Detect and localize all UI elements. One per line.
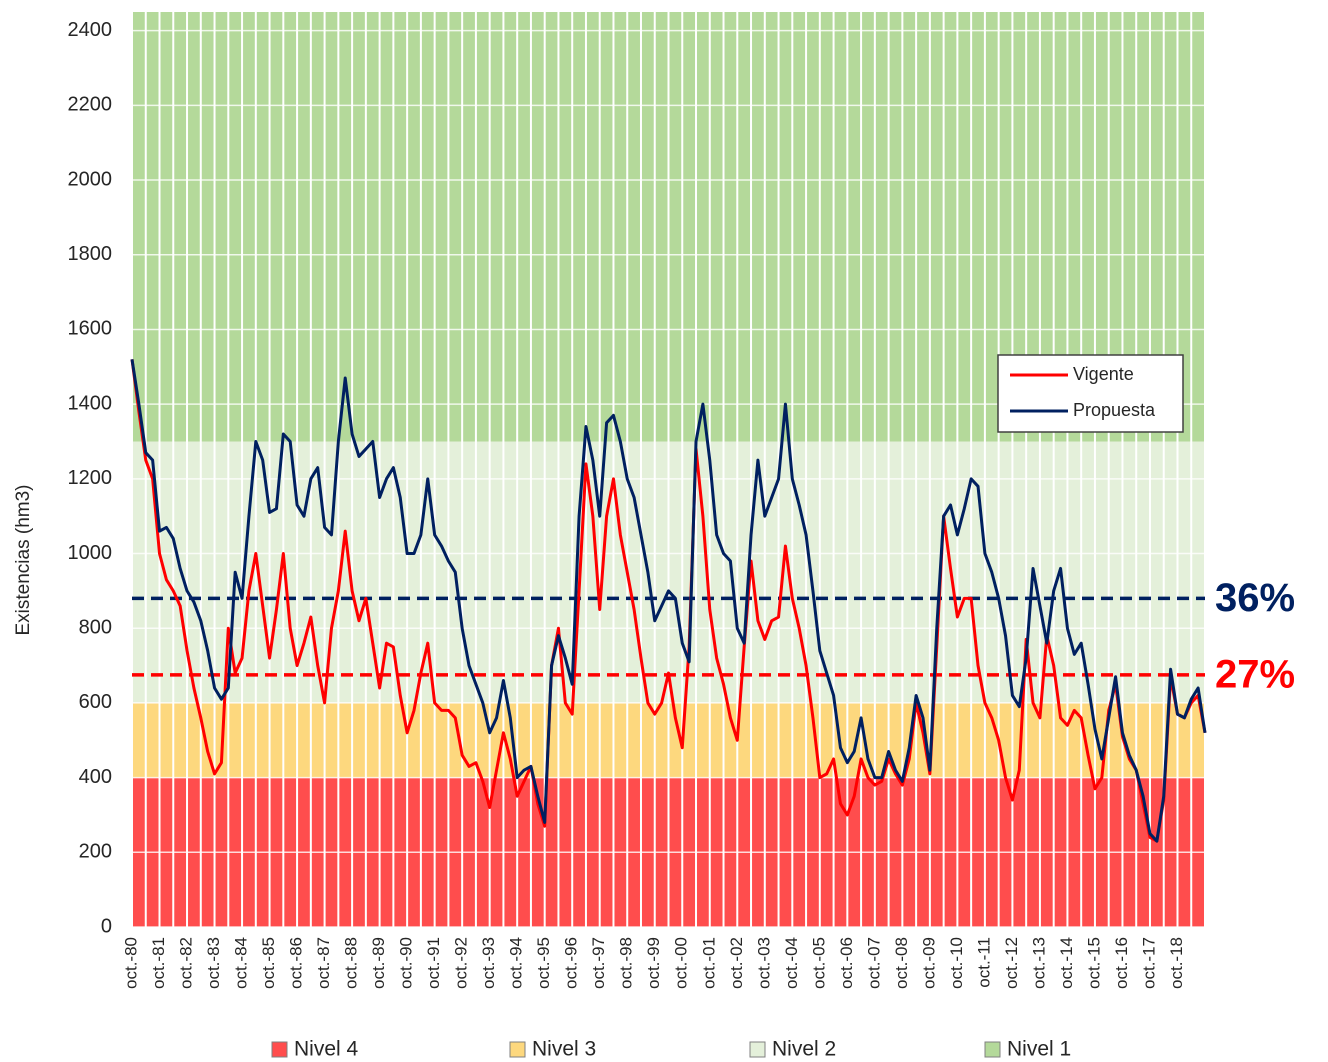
y-tick-label: 2400 [68,19,113,41]
x-tick-label: oct.-03 [754,937,773,989]
x-tick-label: oct.-84 [232,937,251,989]
x-tick-label: oct.-12 [1002,937,1021,989]
band-legend-label: Nivel 4 [294,1038,359,1061]
y-tick-label: 200 [79,841,112,863]
x-tick-label: oct.-92 [452,937,471,989]
x-tick-label: oct.-98 [617,937,636,989]
legend-label: Vigente [1073,364,1134,384]
legend-box [997,354,1184,433]
legend: Vigente Propuesta [997,354,1184,433]
y-tick-label: 800 [79,617,112,639]
x-tick-label: oct.-90 [397,937,416,989]
x-tick-label: oct.-13 [1029,937,1048,989]
x-tick-label: oct.-16 [1112,937,1131,989]
band-legend-swatch [509,1041,526,1058]
x-tick-label: oct.-18 [1167,937,1186,989]
x-tick-label: oct.-87 [314,937,333,989]
y-tick-label: 1000 [68,542,113,564]
band-legend-swatch [749,1041,766,1058]
y-tick-label: 0 [101,915,112,937]
series-line [130,359,1207,843]
x-tick-label: oct.-07 [864,937,883,989]
x-tick-label: oct.-82 [177,937,196,989]
x-tick-label: oct.-86 [287,937,306,989]
x-tick-label: oct.-85 [259,937,278,989]
x-tick-label: oct.-91 [424,937,443,989]
x-tick-label: oct.-02 [727,937,746,989]
x-tick-label: oct.-00 [672,937,691,989]
x-tick-label: oct.-96 [562,937,581,989]
y-tick-label: 400 [79,766,112,788]
x-tick-label: oct.-89 [369,937,388,989]
y-tick-label: 2000 [68,168,113,190]
reference-annotation: 27% [1215,652,1295,696]
band-legend-swatch [984,1041,1001,1058]
x-tick-label: oct.-08 [892,937,911,989]
band-legend-label: Nivel 3 [532,1038,596,1061]
x-tick-label: oct.-17 [1139,937,1158,989]
x-tick-label: oct.-05 [809,937,828,989]
x-tick-label: oct.-93 [479,937,498,989]
band-legend-swatch [271,1041,288,1058]
x-tick-label: oct.-94 [507,937,526,989]
y-tick-label: 2200 [68,94,113,116]
x-tick-label: oct.-95 [534,937,553,989]
x-tick-label: oct.-97 [589,937,608,989]
x-tick-label: oct.-10 [947,937,966,989]
reference-annotation: 36% [1215,576,1295,620]
y-tick-label: 1800 [68,243,113,265]
x-tick-label: oct.-04 [782,937,801,989]
x-tick-label: oct.-15 [1084,937,1103,989]
x-tick-label: oct.-14 [1057,937,1076,989]
y-tick-label: 1600 [68,318,113,340]
x-tick-label: oct.-01 [699,937,718,989]
legend-label: Propuesta [1073,400,1156,420]
band-legend-label: Nivel 1 [1007,1038,1071,1061]
x-tick-label: oct.-11 [974,937,993,988]
x-tick-label: oct.-06 [837,937,856,989]
x-tick-label: oct.-83 [204,937,223,989]
y-tick-label: 1200 [68,467,113,489]
x-tick-label: oct.-81 [149,937,168,989]
band-legend-label: Nivel 2 [772,1038,836,1061]
x-tick-label: oct.-99 [644,937,663,989]
y-tick-label: 600 [79,691,112,713]
x-tick-label: oct.-80 [121,937,140,989]
x-tick-label: oct.-88 [342,937,361,989]
y-tick-label: 1400 [68,392,113,414]
y-axis-label: Existencias (hm3) [13,485,34,636]
x-tick-label: oct.-09 [919,937,938,989]
